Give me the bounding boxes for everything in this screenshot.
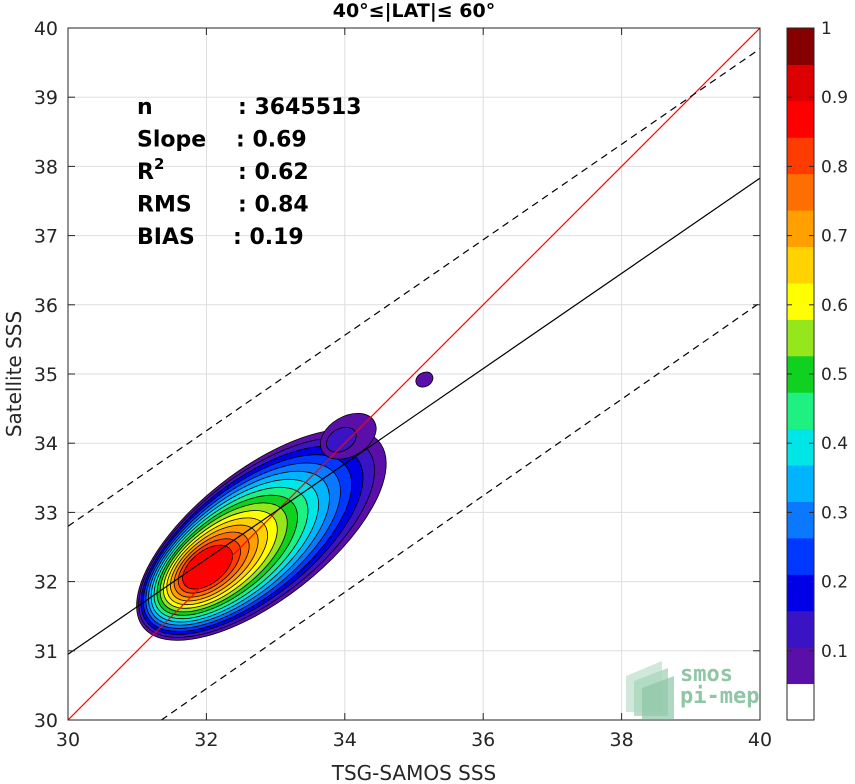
colorbar-segment [787,647,814,685]
contour-lobe-1 [326,426,357,453]
colorbar-segment [787,465,814,502]
chart-title: 40°≤|LAT|≤ 60° [333,0,496,22]
y-tick-label: 38 [34,156,58,178]
y-axis: 30 31 32 33 34 35 36 37 38 39 40 [34,18,760,732]
colorbar-segment [787,246,814,284]
stat-label: BIAS [137,225,195,250]
density-contours [136,371,434,641]
y-tick-label: 39 [34,87,58,109]
colorbar-tick-label: 0.8 [821,157,848,177]
upper-bound-line [68,48,760,527]
stat-value: : 0.19 [233,225,304,250]
colorbar-segment [787,282,814,320]
colorbar-segment [787,64,814,102]
x-tick-label: 38 [610,729,634,751]
logo-mark-icon [626,661,674,719]
colorbar-segment [787,319,814,357]
x-tick-label: 34 [333,729,357,751]
smos-pimep-logo: smos pi-mep [626,661,759,719]
y-tick-label: 31 [34,641,58,663]
colorbar-segment [787,428,814,466]
colorbar-tick-label: 0.4 [821,434,848,454]
colorbar-segment [787,610,814,648]
x-tick-label: 40 [748,729,772,751]
colorbar-tick-label: 1 [821,19,832,39]
regression-line [68,177,760,655]
colorbar-segment [787,574,814,612]
colorbar-tick-label: 0.1 [821,642,848,662]
x-axis: 30 32 34 36 38 40 [56,28,772,751]
colorbar-segment [787,501,814,539]
fit-lines [68,28,760,720]
colorbar-segment [787,210,814,248]
y-tick-label: 35 [34,364,58,386]
stat-label: RMS [137,193,192,218]
stat-superscript: 2 [154,155,164,173]
colorbar-segment [787,173,814,211]
x-tick-label: 36 [471,729,495,751]
stat-value: : 0.84 [238,193,309,218]
lower-bound-line [161,302,760,720]
colorbar-segment [787,392,814,430]
y-tick-label: 30 [34,710,58,732]
logo-text-smos: smos [680,662,733,687]
x-tick-label: 32 [194,729,218,751]
colorbar-segment [787,28,814,65]
colorbar-segment [787,537,814,575]
stat-label: Slope [137,128,206,153]
stat-label: n [137,95,153,120]
colorbar-tick-label: 0.2 [821,573,848,593]
colorbar-segment [787,100,814,138]
logo-text-pimep: pi-mep [680,684,759,709]
contour-lobe-2 [415,371,434,388]
y-axis-label: Satellite SSS [2,311,26,437]
colorbar-tick-label: 0.6 [821,296,848,316]
colorbar-tick-label: 0.5 [821,365,848,385]
stat-value: : 0.62 [238,160,309,185]
x-axis-label: TSG-SAMOS SSS [331,761,497,784]
y-tick-label: 33 [34,502,58,524]
contour-level-16 [182,544,233,590]
y-tick-label: 34 [34,433,58,455]
one-to-one-line [68,28,760,720]
x-tick-label: 30 [56,729,80,751]
y-tick-label: 32 [34,572,58,594]
colorbar-tick-label: 0.7 [821,227,848,247]
y-tick-label: 37 [34,226,58,248]
colorbar: 0.1 0.2 0.3 0.4 0.5 0.6 0.7 0.8 0.9 1 [786,19,848,721]
colorbar-segment [787,137,814,175]
stat-value: : 0.69 [236,128,307,153]
y-tick-label: 36 [34,295,58,317]
colorbar-segment [787,683,814,721]
y-tick-label: 40 [34,18,58,40]
stat-value: : 3645513 [238,95,362,120]
colorbar-tick-label: 0.3 [821,503,848,523]
colorbar-tick-label: 0.9 [821,88,848,108]
